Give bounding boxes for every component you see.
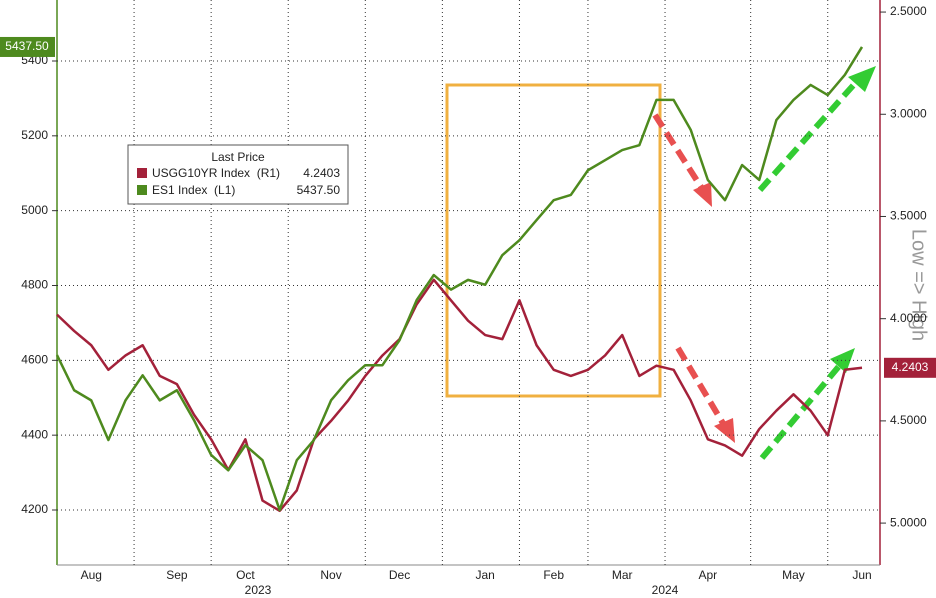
legend-value: 5437.50 bbox=[297, 183, 341, 197]
legend-swatch bbox=[137, 168, 147, 178]
series-line bbox=[56, 278, 863, 513]
x-tick-label: Mar bbox=[612, 568, 633, 582]
legend: Last Price USGG10YR Index (R1) 4.2403 ES… bbox=[127, 144, 349, 205]
x-tick-label: Dec bbox=[389, 568, 410, 582]
y-tick-label: 4800 bbox=[21, 278, 48, 292]
annotation: Low => High bbox=[908, 229, 930, 341]
y-tick-label: 4600 bbox=[21, 352, 48, 366]
y-tick-label: 5000 bbox=[21, 203, 48, 217]
y-tick-label: 5200 bbox=[21, 128, 48, 142]
x-tick-label: Sep bbox=[166, 568, 188, 582]
y2-tick-label: 5.0000 bbox=[890, 515, 927, 529]
y2-tick-label: 3.5000 bbox=[890, 209, 927, 223]
y2-tick-label: 3.0000 bbox=[890, 106, 927, 120]
x-tick-label: Jan bbox=[476, 568, 495, 582]
last-value-box bbox=[884, 357, 936, 378]
x-tick-label: May bbox=[782, 568, 805, 582]
y2-tick-label: 2.5000 bbox=[890, 4, 927, 18]
y-tick-label: 4200 bbox=[21, 502, 48, 516]
x-tick-label: Feb bbox=[543, 568, 564, 582]
x-tick-label: Aug bbox=[81, 568, 102, 582]
y2-tick-label: 4.0000 bbox=[890, 311, 927, 325]
legend-box bbox=[127, 144, 349, 205]
x-tick-label: Jun bbox=[852, 568, 871, 582]
legend-label: USGG10YR Index (R1) bbox=[152, 166, 280, 180]
legend-value: 4.2403 bbox=[303, 166, 340, 180]
highlight-box bbox=[445, 83, 662, 398]
arrows bbox=[652, 66, 876, 460]
y2-tick-label: 4.5000 bbox=[890, 413, 927, 427]
year-label: 2024 bbox=[652, 583, 679, 597]
last-value-label: 5437.50 bbox=[5, 39, 49, 53]
series-line bbox=[55, 46, 864, 512]
y-tick-label: 4400 bbox=[21, 427, 48, 441]
x-tick-label: Nov bbox=[320, 568, 341, 582]
year-label: 2023 bbox=[245, 583, 272, 597]
last-value-box bbox=[0, 36, 55, 57]
legend-swatch bbox=[137, 185, 147, 195]
last-value-label: 4.2403 bbox=[892, 360, 929, 374]
legend-label: ES1 Index (L1) bbox=[152, 183, 235, 197]
legend-title: Last Price bbox=[211, 150, 265, 164]
x-tick-label: Oct bbox=[236, 568, 255, 582]
x-tick-label: Apr bbox=[699, 568, 718, 582]
